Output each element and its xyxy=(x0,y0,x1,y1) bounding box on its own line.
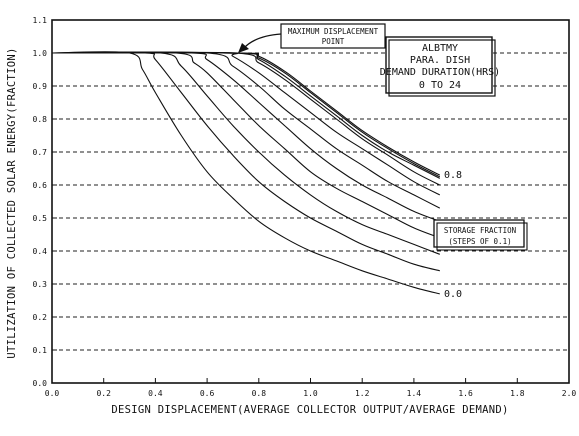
storage-box-line-1: STORAGE FRACTION xyxy=(444,226,516,235)
x-tick-label: 1.4 xyxy=(407,389,422,398)
y-tick-label: 0.0 xyxy=(33,379,48,388)
storage-box-line-2: (STEPS OF 0.1) xyxy=(448,237,511,246)
y-tick-label: 1.0 xyxy=(33,49,48,58)
y-tick-label: 0.9 xyxy=(33,82,48,91)
x-tick-label: 1.8 xyxy=(510,389,525,398)
max-point-label-line-1: MAXIMUM DISPLACEMENT xyxy=(288,27,379,36)
y-tick-label: 0.4 xyxy=(33,247,48,256)
info-box-line-2: PARA. DISH xyxy=(410,55,470,66)
curve-layer xyxy=(51,51,441,295)
series-line-5 xyxy=(51,51,441,209)
x-tick-label: 2.0 xyxy=(562,389,577,398)
x-tick-label: 0.6 xyxy=(200,389,215,398)
max-point-arrowhead xyxy=(238,43,249,53)
y-tick-label: 0.5 xyxy=(33,214,48,223)
x-tick-label: 0.2 xyxy=(96,389,111,398)
grid-layer xyxy=(52,52,569,351)
x-tick-label: 1.0 xyxy=(303,389,318,398)
storage-box: STORAGE FRACTION (STEPS OF 0.1) xyxy=(433,219,528,251)
curve-label-bottom: 0.0 xyxy=(444,289,462,300)
y-tick-label: 0.2 xyxy=(33,313,48,322)
info-box: ALBTMY PARA. DISH DEMAND DURATION(HRS) 0… xyxy=(380,36,500,97)
info-box-line-1: ALBTMY xyxy=(422,43,458,54)
y-tick-label: 0.8 xyxy=(33,115,48,124)
y-tick-label: 0.3 xyxy=(33,280,48,289)
series-line-0 xyxy=(51,51,440,295)
y-tick-label: 0.7 xyxy=(33,148,48,157)
info-box-line-3: DEMAND DURATION(HRS) xyxy=(380,67,500,78)
x-tick-label: 1.2 xyxy=(355,389,370,398)
series-line-4 xyxy=(51,51,440,222)
x-tick-label: 0.0 xyxy=(45,389,60,398)
x-tick-label: 0.4 xyxy=(148,389,163,398)
curve-label-top: 0.8 xyxy=(444,170,462,181)
series-line-10 xyxy=(51,52,441,176)
y-tick-label: 1.1 xyxy=(33,16,48,25)
x-tick-label: 1.6 xyxy=(458,389,473,398)
max-point-annotation: MAXIMUM DISPLACEMENT POINT xyxy=(238,23,386,53)
max-point-label-line-2: POINT xyxy=(322,37,345,46)
series-line-1 xyxy=(51,51,440,272)
plot-frame xyxy=(51,19,570,384)
max-point-arrow-line xyxy=(243,33,282,49)
x-axis-title: DESIGN DISPLACEMENT(AVERAGE COLLECTOR OU… xyxy=(111,404,508,416)
y-axis-title: UTILIZATION OF COLLECTED SOLAR ENERGY(FR… xyxy=(6,47,18,358)
x-tick-label: 0.8 xyxy=(252,389,267,398)
y-tick-label: 0.1 xyxy=(33,346,48,355)
info-box-line-4: 0 TO 24 xyxy=(419,80,461,91)
series-line-3 xyxy=(51,51,440,239)
series-line-2 xyxy=(51,51,440,255)
y-tick-label: 0.6 xyxy=(33,181,48,190)
